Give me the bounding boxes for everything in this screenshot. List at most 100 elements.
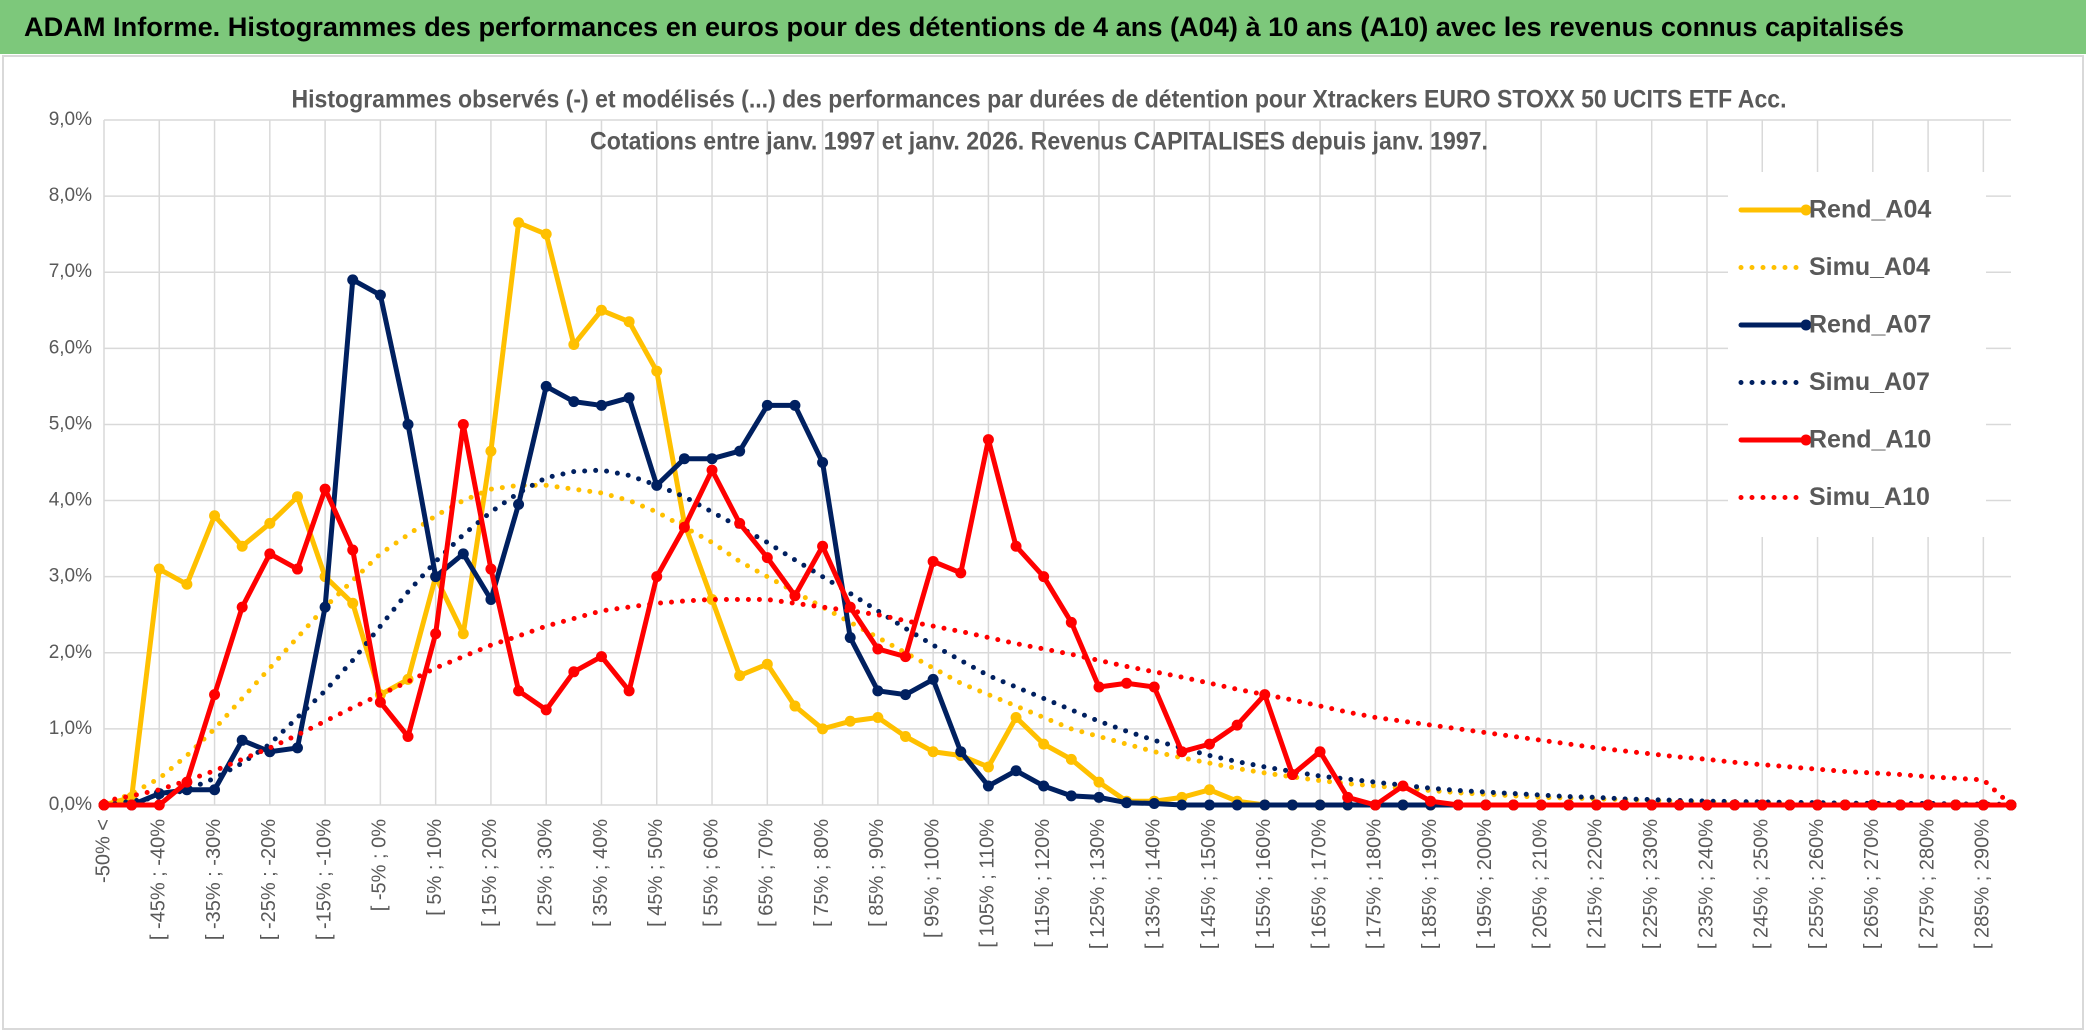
- legend-label: Simu_A07: [1809, 368, 1930, 396]
- data-point: [1342, 799, 1354, 811]
- data-point: [1231, 799, 1243, 811]
- data-point: [899, 689, 911, 701]
- data-point: [927, 746, 939, 758]
- data-point: [623, 392, 635, 404]
- data-point: [264, 548, 276, 560]
- chart-title: Histogrammes observés (-) et modélisés (…: [292, 86, 1787, 114]
- data-point: [734, 445, 746, 457]
- x-tick-label: [ 85% ; 90%: [866, 819, 888, 927]
- legend-label: Simu_A04: [1809, 253, 1930, 281]
- data-point: [1038, 571, 1050, 583]
- data-point: [236, 734, 248, 746]
- data-point: [1950, 799, 1962, 811]
- data-point: [98, 799, 110, 811]
- x-tick-label: [ 225% ; 230%: [1640, 819, 1662, 949]
- data-point: [761, 399, 773, 411]
- y-tick-label: 1,0%: [49, 718, 92, 739]
- x-tick-label: [ 115% ; 120%: [1032, 819, 1054, 948]
- data-point: [1121, 797, 1133, 809]
- x-tick-label: [ 155% ; 160%: [1253, 819, 1275, 949]
- data-point: [485, 563, 497, 575]
- data-point: [1535, 799, 1547, 811]
- data-point: [1010, 765, 1022, 777]
- legend-marker: [1800, 319, 1812, 331]
- data-point: [595, 304, 607, 316]
- data-point: [1204, 799, 1216, 811]
- x-tick-label: [ 265% ; 270%: [1861, 819, 1883, 949]
- data-point: [595, 399, 607, 411]
- data-point: [1894, 799, 1906, 811]
- data-point: [153, 799, 165, 811]
- data-point: [651, 571, 663, 583]
- data-point: [1673, 799, 1685, 811]
- data-point: [734, 670, 746, 682]
- grid: [103, 119, 2011, 806]
- data-point: [872, 643, 884, 655]
- data-point: [1480, 799, 1492, 811]
- data-point: [513, 217, 525, 229]
- data-point: [1397, 799, 1409, 811]
- header-title: ADAM Informe. Histogrammes des performan…: [24, 12, 1904, 42]
- data-point: [126, 799, 138, 811]
- legend-label: Rend_A10: [1809, 426, 1931, 454]
- data-point: [1425, 795, 1437, 807]
- data-point: [1204, 784, 1216, 796]
- x-tick-label: [ 195% ; 200%: [1474, 819, 1496, 949]
- x-tick-label: [ 5% ; 10%: [424, 819, 446, 916]
- data-point: [291, 742, 303, 754]
- data-point: [319, 601, 331, 613]
- data-point: [457, 628, 469, 640]
- data-point: [568, 396, 580, 408]
- data-point: [1148, 797, 1160, 809]
- data-point: [706, 594, 718, 605]
- data-point: [1065, 753, 1077, 765]
- y-tick-label: 7,0%: [49, 261, 92, 282]
- x-tick-label: [ 205% ; 210%: [1529, 819, 1551, 949]
- data-point: [374, 289, 386, 301]
- data-point: [347, 274, 359, 286]
- data-point: [1176, 746, 1188, 758]
- data-point: [1314, 746, 1326, 758]
- x-tick-label: [ 35% ; 40%: [590, 819, 612, 927]
- data-point: [1701, 799, 1713, 811]
- data-point: [982, 780, 994, 792]
- data-point: [374, 696, 386, 708]
- data-point: [1397, 780, 1409, 792]
- data-point: [513, 498, 525, 510]
- data-point: [291, 563, 303, 575]
- series-line: [101, 421, 2014, 808]
- x-tick-label: [ -5% ; 0%: [369, 819, 391, 911]
- data-point: [347, 597, 359, 609]
- data-point: [540, 228, 552, 240]
- data-point: [927, 555, 939, 567]
- data-point: [1977, 799, 1989, 811]
- x-tick-label: [ 235% ; 240%: [1695, 819, 1717, 949]
- data-point: [1784, 799, 1796, 811]
- data-point: [568, 339, 580, 351]
- x-tick-label: [ 25% ; 30%: [534, 819, 556, 927]
- data-point: [291, 491, 303, 503]
- data-point: [1508, 799, 1520, 811]
- y-tick-label: 3,0%: [49, 566, 92, 587]
- data-point: [844, 632, 856, 644]
- x-tick-label: [ 105% ; 110%: [977, 819, 999, 948]
- data-point: [1729, 799, 1741, 811]
- data-point: [623, 685, 635, 697]
- data-point: [1590, 799, 1602, 811]
- legend-label: Simu_A10: [1809, 483, 1930, 511]
- x-tick-label: [ 65% ; 70%: [756, 819, 778, 927]
- data-point: [568, 666, 580, 678]
- data-point: [1121, 677, 1133, 689]
- x-tick-label: [ 255% ; 260%: [1806, 819, 1828, 949]
- x-tick-label: [ -15% ; -10%: [313, 819, 335, 940]
- x-tick-label: [ 135% ; 140%: [1143, 819, 1165, 949]
- y-tick-label: 8,0%: [49, 185, 92, 206]
- data-point: [485, 445, 497, 457]
- data-point: [1286, 769, 1298, 781]
- data-point: [595, 651, 607, 663]
- y-tick-label: 2,0%: [49, 642, 92, 663]
- data-point: [1038, 738, 1050, 750]
- x-tick-label: [ 145% ; 150%: [1198, 819, 1220, 949]
- data-point: [430, 628, 442, 640]
- data-point: [209, 689, 221, 701]
